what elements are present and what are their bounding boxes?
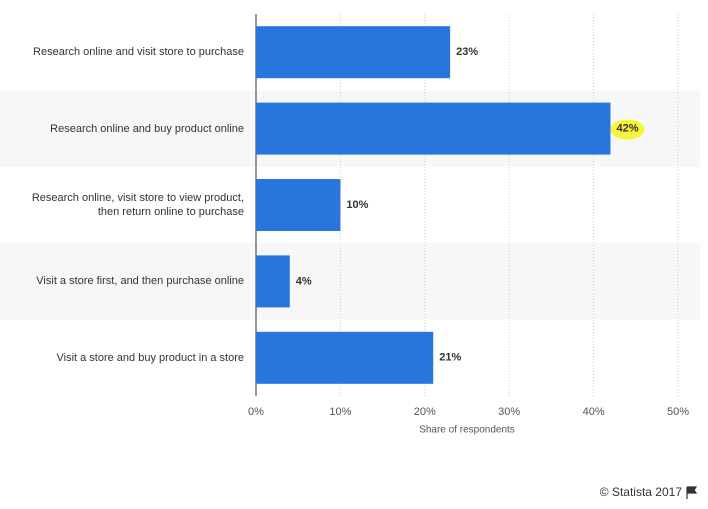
row-band [0,243,700,320]
y-tick-label: Research online and buy product online [50,122,244,135]
bar [256,331,434,384]
y-tick-label: Research online and visit store to purch… [33,46,244,59]
value-label: 4% [296,275,312,287]
x-tick-label: 30% [498,406,520,418]
value-label: 42% [616,123,638,135]
x-axis-title: Share of respondents [419,425,515,436]
y-tick-label: Visit a store and buy product in a store [56,351,244,364]
bar [256,179,341,231]
credit: © Statista 2017 [600,485,683,499]
y-tick-label: Visit a store first, and then purchase o… [36,275,244,288]
y-tick-label: Research online, visit store to view pro… [31,192,244,218]
x-tick-label: 0% [248,406,264,418]
bar [256,255,290,308]
bar [256,102,611,155]
x-tick-label: 50% [667,406,689,418]
x-tick-label: 40% [583,406,605,418]
x-tick-label: 10% [329,406,351,418]
x-tick-label: 20% [414,406,436,418]
value-label: 23% [456,46,478,58]
value-label: 10% [346,199,368,211]
bar [256,26,451,79]
highlight [610,119,645,140]
value-label: 21% [439,352,461,364]
flag-icon [686,486,698,499]
